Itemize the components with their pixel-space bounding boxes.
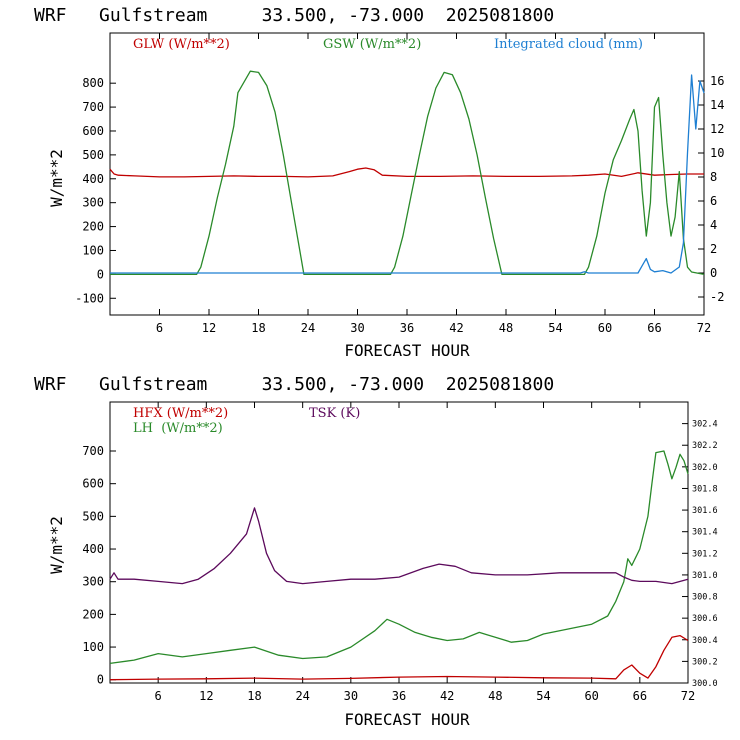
bottom-y2-tick-label: 302.0: [692, 463, 718, 473]
top-y-axis-label: W/m**2: [47, 149, 66, 207]
bottom-x-tick-label: 48: [488, 689, 502, 703]
top-y-tick-label: 0: [97, 267, 104, 281]
bottom-legend-lh: LH (W/m**2): [133, 421, 223, 436]
bottom-x-tick-label: 36: [392, 689, 406, 703]
top-y2-tick-label: -2: [710, 290, 724, 304]
top-x-tick-label: 12: [202, 321, 216, 335]
bottom-y2-tick-label: 301.2: [692, 549, 718, 559]
bottom-x-axis-label: FORECAST HOUR: [344, 710, 470, 729]
top-legend-glw: GLW (W/m**2): [133, 37, 230, 52]
top-y-tick-label: 100: [82, 243, 104, 257]
top-y2-tick-label: 8: [710, 170, 717, 184]
bottom-y2-tick-label: 300.4: [692, 636, 718, 646]
top-y-tick-label: 400: [82, 172, 104, 186]
bottom-y2-tick-label: 300.8: [692, 593, 718, 603]
top-chart-series: [109, 70, 705, 276]
top-y-tick-label: 500: [82, 148, 104, 162]
bottom-y-tick-label: 200: [82, 607, 104, 621]
bottom-series-line-2: [109, 507, 689, 585]
top-y2-tick-label: 10: [710, 146, 724, 160]
top-x-tick-label: 60: [598, 321, 612, 335]
bottom-y-tick-label: 500: [82, 509, 104, 523]
bottom-y-tick-label: 0: [97, 673, 104, 687]
bottom-y2-tick-label: 301.0: [692, 571, 718, 581]
bottom-x-tick-label: 30: [344, 689, 358, 703]
bottom-series-line-1: [109, 450, 689, 665]
bottom-y2-tick-label: 301.8: [692, 484, 718, 494]
bottom-x-tick-label: 42: [440, 689, 454, 703]
bottom-chart-axes: 6 12 18 24 30 36 42 48 54 60 66 72 0 100 200 300 400 500 6…: [82, 402, 718, 703]
bottom-y2-tick-label: 300.2: [692, 657, 718, 667]
top-y-tick-label: 800: [82, 76, 104, 90]
top-x-tick-label: 24: [301, 321, 315, 335]
bottom-y2-tick-label: 302.2: [692, 441, 718, 451]
top-x-tick-label: 18: [251, 321, 265, 335]
bottom-y-axis-label: W/m**2: [47, 516, 66, 574]
top-y2-tick-label: 16: [710, 74, 724, 88]
bottom-y-tick-label: 700: [82, 444, 104, 458]
bottom-y-tick-label: 100: [82, 640, 104, 654]
bottom-legend-hfx: HFX (W/m**2): [133, 406, 228, 421]
bottom-chart-title: WRF Gulfstream 33.500, -73.000 202508180…: [34, 374, 554, 395]
top-series-line-1: [110, 70, 705, 276]
top-series-line-2: [110, 74, 705, 274]
top-x-tick-label: 30: [350, 321, 364, 335]
top-x-tick-label: 72: [697, 321, 711, 335]
top-y2-tick-label: 14: [710, 98, 724, 112]
bottom-y2-tick-label: 301.6: [692, 506, 718, 516]
bottom-y-tick-label: 600: [82, 477, 104, 491]
top-y2-tick-label: 6: [710, 194, 717, 208]
bottom-series-line-0: [109, 634, 689, 681]
bottom-chart-series: [109, 450, 689, 681]
top-chart-title: WRF Gulfstream 33.500, -73.000 202508180…: [34, 5, 554, 26]
top-legend-cloud: Integrated cloud (mm): [494, 37, 643, 52]
bottom-x-tick-label: 18: [247, 689, 261, 703]
top-x-axis-label: FORECAST HOUR: [344, 341, 470, 360]
top-legend-gsw: GSW (W/m**2): [323, 37, 421, 52]
bottom-x-tick-label: 66: [633, 689, 647, 703]
top-y-tick-label: 200: [82, 220, 104, 234]
top-y2-tick-label: 12: [710, 122, 724, 136]
top-x-tick-label: 42: [449, 321, 463, 335]
bottom-x-tick-label: 24: [295, 689, 309, 703]
bottom-x-tick-label: 60: [584, 689, 598, 703]
bottom-y2-tick-label: 302.4: [692, 420, 718, 430]
top-y-tick-label: 700: [82, 100, 104, 114]
top-y2-tick-label: 0: [710, 266, 717, 280]
bottom-y2-tick-label: 300.0: [692, 679, 718, 689]
top-y2-tick-label: 4: [710, 218, 717, 232]
top-y-tick-label: 300: [82, 196, 104, 210]
bottom-y-tick-label: 400: [82, 542, 104, 556]
top-x-tick-label: 36: [400, 321, 414, 335]
top-y2-tick-label: 2: [710, 242, 717, 256]
bottom-x-tick-label: 72: [681, 689, 695, 703]
bottom-y2-tick-label: 300.6: [692, 614, 718, 624]
top-y-tick-label: 600: [82, 124, 104, 138]
bottom-legend-tsk: TSK (K): [309, 406, 360, 421]
top-chart-axes: 6 12 18 24 30 36 42 48 54 60 66 72-1000100200300400…: [75, 33, 724, 335]
bottom-x-tick-label: 12: [199, 689, 213, 703]
top-x-tick-label: 66: [647, 321, 661, 335]
bottom-y-tick-label: 300: [82, 575, 104, 589]
bottom-y2-tick-label: 301.4: [692, 528, 718, 538]
bottom-chart-frame: [109, 401, 689, 684]
bottom-x-tick-label: 6: [155, 689, 162, 703]
top-x-tick-label: 6: [156, 321, 163, 335]
top-y-tick-label: -100: [75, 291, 104, 305]
bottom-x-tick-label: 54: [536, 689, 550, 703]
top-series-line-0: [109, 167, 704, 178]
top-x-tick-label: 48: [499, 321, 513, 335]
top-x-tick-label: 54: [548, 321, 562, 335]
